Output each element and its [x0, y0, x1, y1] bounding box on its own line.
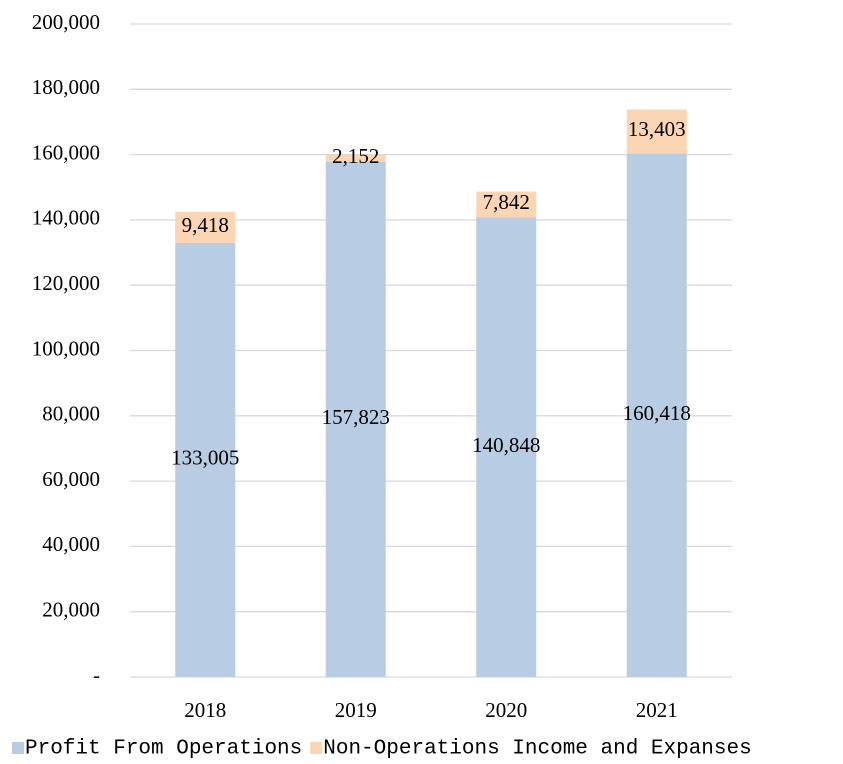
data-label: 7,842 [483, 190, 530, 214]
legend-text: Non-Operations Income and Expanses [323, 738, 751, 761]
data-label: 133,005 [171, 446, 239, 470]
data-label: 160,418 [623, 401, 691, 425]
y-tick-label: 20,000 [42, 598, 100, 622]
y-tick-label: - [93, 663, 100, 687]
bar-segment [626, 109, 687, 154]
y-tick-label: 80,000 [42, 402, 100, 426]
y-tick-label: 180,000 [32, 75, 100, 99]
y-tick-label: 200,000 [32, 10, 100, 34]
legend-marker [310, 742, 323, 754]
y-tick-label: 100,000 [32, 336, 100, 360]
bar-segment [175, 211, 236, 243]
legend-text: Profit From Operations [25, 738, 302, 761]
x-tick-label: 2020 [485, 698, 527, 722]
y-tick-label: 40,000 [42, 532, 100, 556]
legend-marker [12, 742, 24, 754]
data-label: 9,418 [182, 213, 229, 237]
bar-segment [476, 217, 537, 677]
bar-segment [325, 154, 386, 162]
x-tick-label: 2019 [335, 698, 377, 722]
data-label: 13,403 [628, 117, 686, 141]
y-tick-label: 160,000 [32, 140, 100, 164]
data-label: 157,823 [322, 405, 390, 429]
y-tick-label: 120,000 [32, 271, 100, 295]
y-tick-label: 60,000 [42, 467, 100, 491]
data-label: 140,848 [472, 433, 540, 457]
y-tick-label: 140,000 [32, 206, 100, 230]
data-label: 2,152 [332, 144, 379, 168]
x-tick-label: 2021 [636, 698, 678, 722]
bar-segment [476, 191, 537, 218]
bar-segment [626, 153, 687, 677]
bar-segment [325, 161, 386, 678]
x-tick-label: 2018 [184, 698, 226, 722]
bar-segment [175, 242, 236, 677]
